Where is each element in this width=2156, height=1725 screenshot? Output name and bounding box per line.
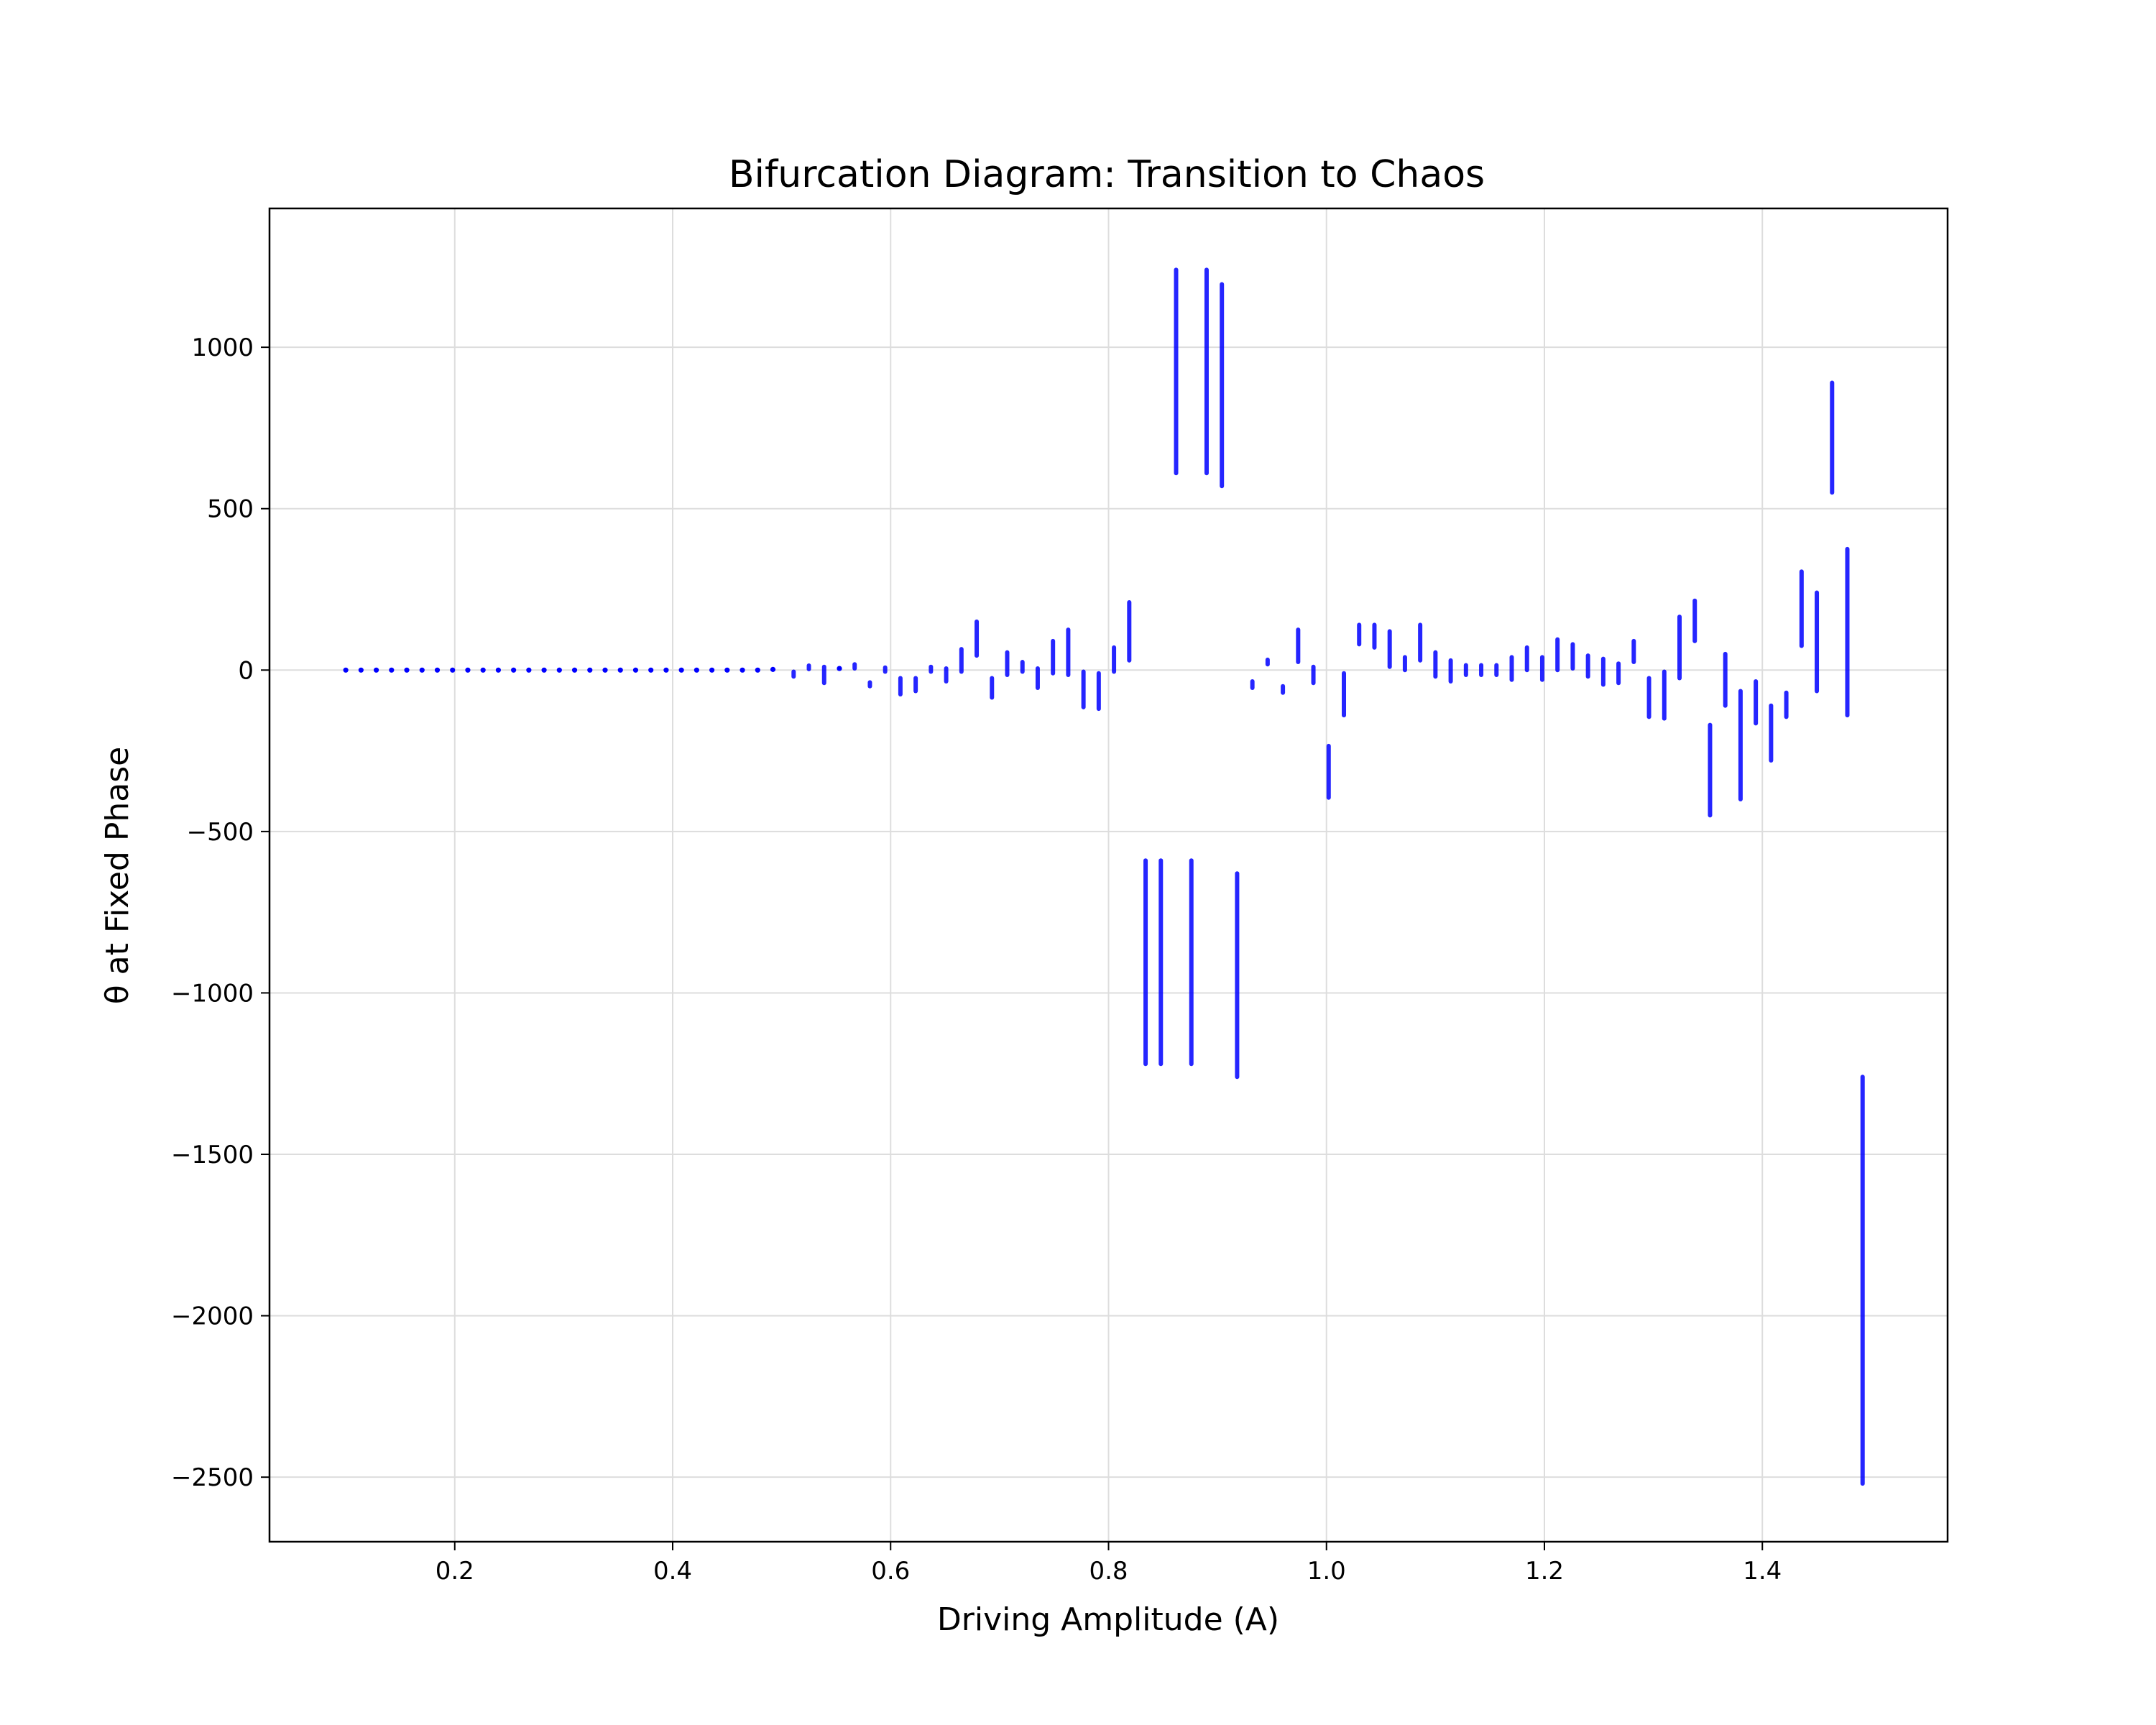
y-tick-label: 0: [238, 656, 254, 685]
data-point: [694, 667, 699, 673]
x-tick-label: 0.4: [653, 1557, 692, 1586]
data-point: [571, 667, 578, 673]
data-point: [770, 666, 776, 672]
data-point: [602, 667, 608, 673]
x-tick-label: 0.8: [1089, 1557, 1128, 1586]
x-tick-label: 0.2: [436, 1557, 474, 1586]
x-axis-title: Driving Amplitude (A): [937, 1601, 1279, 1638]
data-point: [495, 667, 502, 673]
x-tick-label: 1.0: [1307, 1557, 1346, 1586]
y-tick-label: −500: [187, 818, 254, 847]
x-tick-label: 1.4: [1743, 1557, 1782, 1586]
data-point: [632, 667, 639, 673]
y-tick-label: −1500: [171, 1141, 254, 1169]
data-point: [648, 667, 654, 673]
data-point: [678, 667, 684, 673]
y-tick-label: 500: [207, 495, 254, 524]
data-point: [526, 667, 532, 673]
data-point: [511, 667, 517, 673]
data-point: [465, 667, 471, 673]
y-tick-label: −2500: [171, 1463, 254, 1492]
data-point: [450, 667, 456, 673]
data-point: [434, 667, 441, 673]
x-tick-label: 0.6: [871, 1557, 910, 1586]
x-axis: 0.2 0.4 0.6 0.8 1.0 1.2 1.4: [436, 1542, 1782, 1586]
data-point: [556, 667, 562, 673]
data-point: [358, 667, 364, 673]
data-point: [541, 667, 547, 673]
data-point: [663, 667, 669, 673]
data-point: [419, 667, 425, 673]
y-axis: −2500 −2000 −1500 −1000 −500 0 500 1000: [171, 334, 270, 1492]
grid-lines: [270, 208, 1948, 1542]
data-point: [587, 667, 593, 673]
data-point: [709, 667, 715, 673]
data-marks: [343, 267, 1865, 1486]
y-axis-title: θ at Fixed Phase: [99, 747, 136, 1005]
data-point: [617, 667, 623, 673]
data-point: [755, 667, 760, 673]
data-point: [837, 666, 842, 671]
y-tick-label: −2000: [171, 1302, 254, 1331]
y-tick-label: −1000: [171, 979, 254, 1008]
chart-title: Bifurcation Diagram: Transition to Chaos: [729, 153, 1485, 196]
data-point: [343, 667, 349, 673]
data-point: [480, 667, 486, 673]
x-tick-label: 1.2: [1525, 1557, 1564, 1586]
y-tick-label: 1000: [191, 334, 254, 362]
data-point: [373, 667, 379, 673]
data-point: [724, 667, 730, 673]
data-point: [389, 667, 395, 673]
data-point: [740, 667, 745, 673]
data-point: [404, 667, 410, 673]
